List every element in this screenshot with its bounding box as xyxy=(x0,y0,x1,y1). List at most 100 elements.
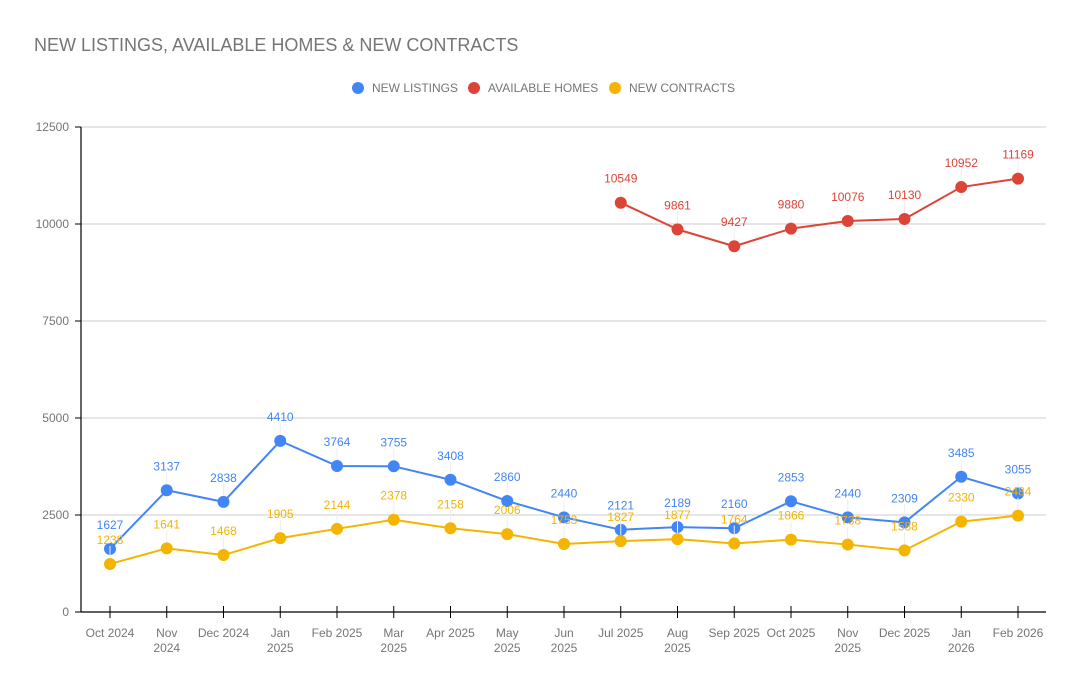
data-point-new-listings[interactable] xyxy=(331,459,343,472)
data-point-new-contracts[interactable] xyxy=(444,522,457,535)
x-tick-label: Dec 2024 xyxy=(198,626,250,640)
data-point-new-contracts[interactable] xyxy=(501,528,514,541)
data-point-new-contracts[interactable] xyxy=(331,522,343,535)
data-point-available-homes[interactable] xyxy=(841,215,854,228)
x-tick-label: Nov xyxy=(837,626,858,640)
data-label-new-listings: 3055 xyxy=(1005,462,1032,476)
data-label-new-listings: 2860 xyxy=(494,470,521,484)
data-label-new-contracts: 2484 xyxy=(1005,485,1032,499)
x-tick-label: 2025 xyxy=(551,641,578,655)
chart-title: NEW LISTINGS, AVAILABLE HOMES & NEW CONT… xyxy=(34,35,519,55)
data-point-new-listings[interactable] xyxy=(898,516,911,529)
data-label-new-contracts: 1753 xyxy=(551,513,578,527)
x-tick-label: Jun xyxy=(554,626,573,640)
x-tick-label: Mar xyxy=(383,626,404,640)
y-tick-label: 0 xyxy=(62,605,69,619)
data-label-new-listings: 2309 xyxy=(891,491,918,505)
data-point-new-contracts[interactable] xyxy=(160,542,173,555)
data-label-new-contracts: 2378 xyxy=(380,489,407,503)
data-point-new-contracts[interactable] xyxy=(728,537,741,550)
x-tick-label: Aug xyxy=(667,626,688,640)
data-label-new-contracts: 1866 xyxy=(778,509,805,523)
y-tick-label: 7500 xyxy=(42,314,69,328)
x-tick-label: 2025 xyxy=(494,641,521,655)
legend-marker-icon xyxy=(352,82,364,94)
data-point-new-listings[interactable] xyxy=(274,434,287,447)
data-point-new-contracts[interactable] xyxy=(387,513,400,526)
data-point-new-contracts[interactable] xyxy=(785,533,797,546)
data-point-new-listings[interactable] xyxy=(444,473,457,486)
data-point-new-listings[interactable] xyxy=(160,484,173,497)
x-tick-label: 2026 xyxy=(948,641,975,655)
data-point-new-listings[interactable] xyxy=(501,495,514,508)
data-label-new-listings: 3137 xyxy=(153,459,180,473)
legend-item-new-contracts[interactable]: NEW CONTRACTS xyxy=(609,81,735,95)
data-point-available-homes[interactable] xyxy=(728,240,741,253)
y-tick-label: 2500 xyxy=(42,508,69,522)
data-point-new-contracts[interactable] xyxy=(955,515,968,528)
data-point-available-homes[interactable] xyxy=(785,222,797,235)
data-label-available-homes: 11169 xyxy=(1002,148,1034,162)
gridlines xyxy=(81,126,1046,516)
data-point-new-contracts[interactable] xyxy=(558,537,570,550)
data-label-available-homes: 10952 xyxy=(945,156,979,170)
data-point-new-contracts[interactable] xyxy=(614,535,627,548)
data-label-new-contracts: 1764 xyxy=(721,513,748,527)
legend-item-available-homes[interactable]: AVAILABLE HOMES xyxy=(468,81,598,95)
data-point-available-homes[interactable] xyxy=(898,212,911,225)
data-point-new-listings[interactable] xyxy=(217,495,230,508)
y-tick-label: 10000 xyxy=(36,217,70,231)
x-tick-label: May xyxy=(496,626,519,640)
data-label-new-listings: 4410 xyxy=(267,410,294,424)
data-point-new-contracts[interactable] xyxy=(104,557,116,570)
data-point-new-contracts[interactable] xyxy=(1012,509,1024,522)
data-point-available-homes[interactable] xyxy=(1012,172,1024,185)
y-tick-label: 5000 xyxy=(42,411,69,425)
data-point-new-listings[interactable] xyxy=(558,511,570,524)
series-points xyxy=(104,172,1024,570)
data-label-available-homes: 9880 xyxy=(778,198,805,212)
data-label-available-homes: 9427 xyxy=(721,215,748,229)
data-label-new-listings: 3485 xyxy=(948,446,975,460)
data-label-new-contracts: 2144 xyxy=(324,498,351,512)
x-tick-label: Oct 2025 xyxy=(767,626,816,640)
data-label-new-listings: 2121 xyxy=(607,499,634,513)
legend-label: AVAILABLE HOMES xyxy=(488,81,599,95)
x-tick-label: Nov xyxy=(156,626,177,640)
legend-item-new-listings[interactable]: NEW LISTINGS xyxy=(352,81,458,95)
data-label-new-contracts: 1877 xyxy=(664,508,691,522)
data-point-available-homes[interactable] xyxy=(614,196,627,209)
x-tick-label: 2025 xyxy=(267,641,294,655)
data-label-new-contracts: 1588 xyxy=(891,519,918,533)
x-tick-label: Jan xyxy=(271,626,290,640)
data-point-new-contracts[interactable] xyxy=(898,544,911,557)
data-point-available-homes[interactable] xyxy=(955,181,968,194)
data-point-new-listings[interactable] xyxy=(841,511,854,524)
data-label-new-listings: 3408 xyxy=(437,449,464,463)
x-tick-label: Sep 2025 xyxy=(709,626,761,640)
data-point-new-contracts[interactable] xyxy=(671,533,684,546)
data-label-new-contracts: 1641 xyxy=(153,517,180,531)
data-label-new-listings: 2189 xyxy=(664,496,691,510)
data-point-new-listings[interactable] xyxy=(785,495,797,508)
x-tick-label: 2025 xyxy=(664,641,691,655)
x-tick-label: 2024 xyxy=(153,641,180,655)
data-point-new-contracts[interactable] xyxy=(841,538,854,551)
x-tick-label: 2025 xyxy=(380,641,407,655)
x-tick-label: Oct 2024 xyxy=(86,626,135,640)
data-point-new-contracts[interactable] xyxy=(217,549,230,562)
data-point-new-listings[interactable] xyxy=(955,470,968,483)
data-point-new-listings[interactable] xyxy=(1012,487,1024,500)
legend: NEW LISTINGS AVAILABLE HOMES NEW CONTRACTS xyxy=(0,81,1080,97)
x-tick-label: Jan xyxy=(952,626,971,640)
data-point-new-contracts[interactable] xyxy=(274,532,287,545)
data-point-new-listings[interactable] xyxy=(387,460,400,473)
data-label-new-listings: 2838 xyxy=(210,471,237,485)
data-label-new-contracts: 2006 xyxy=(494,503,521,517)
data-label-new-listings: 2853 xyxy=(778,470,805,484)
data-point-available-homes[interactable] xyxy=(671,223,684,236)
data-label-new-listings: 3764 xyxy=(324,435,351,449)
data-label-available-homes: 10549 xyxy=(604,172,638,186)
data-label-new-listings: 2440 xyxy=(551,486,578,500)
